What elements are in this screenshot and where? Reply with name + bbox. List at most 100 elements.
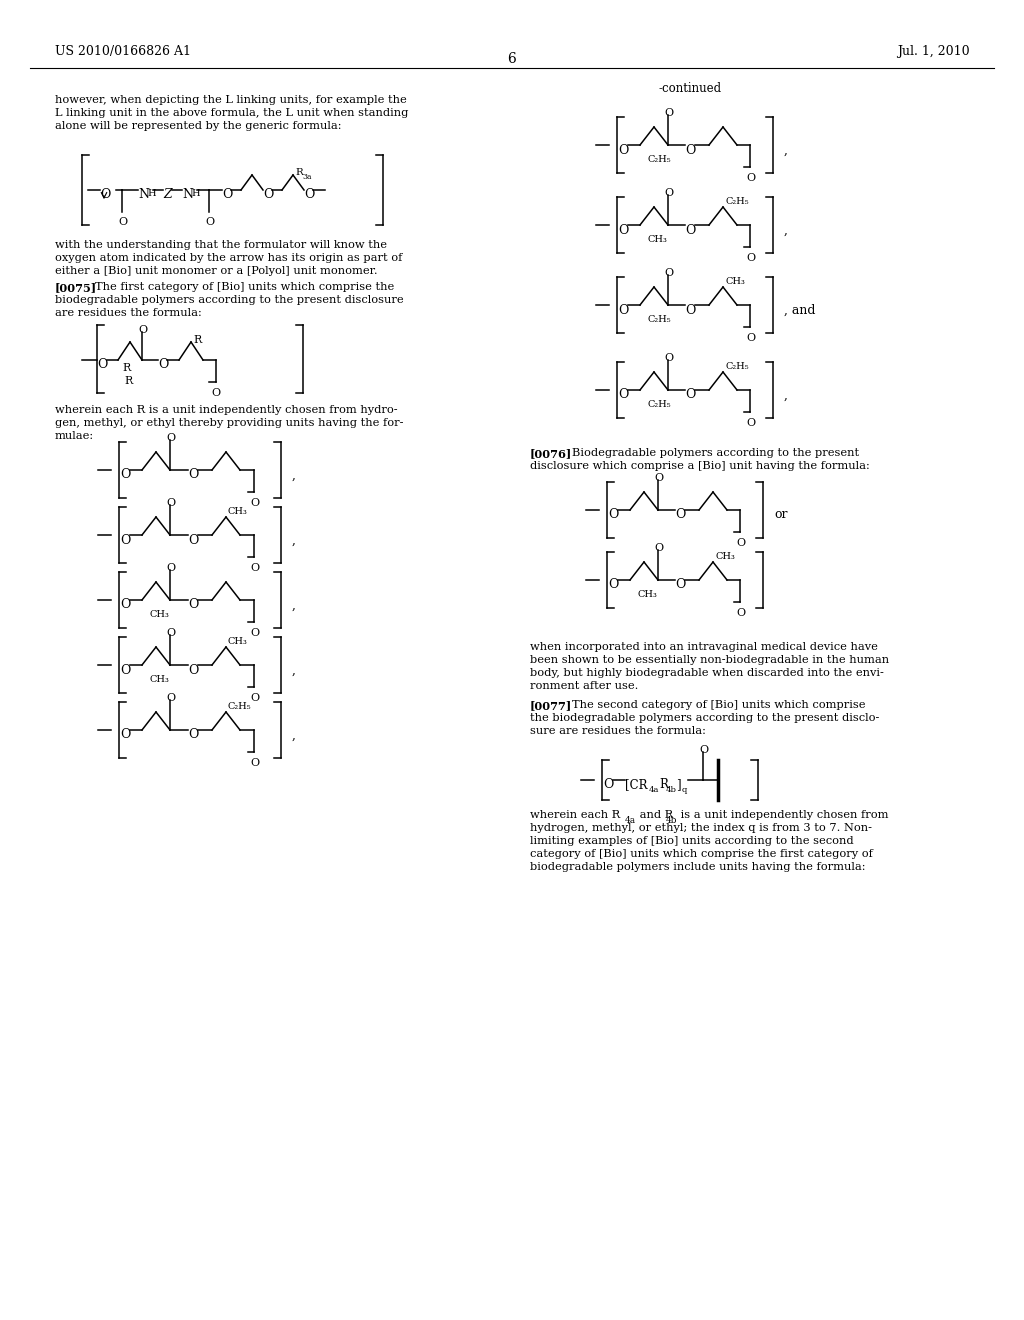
Text: -continued: -continued <box>658 82 722 95</box>
Text: O: O <box>685 388 695 401</box>
Text: O: O <box>664 108 673 117</box>
Text: O: O <box>746 253 755 263</box>
Text: is a unit independently chosen from: is a unit independently chosen from <box>677 810 889 820</box>
Text: O: O <box>222 189 232 202</box>
Text: O: O <box>138 325 147 335</box>
Text: ,: , <box>292 533 296 546</box>
Text: C₂H₅: C₂H₅ <box>648 154 672 164</box>
Text: 4a: 4a <box>625 816 636 825</box>
Text: Z: Z <box>163 189 172 202</box>
Text: O: O <box>603 779 613 792</box>
Text: limiting examples of [Bio] units according to the second: limiting examples of [Bio] units accordi… <box>530 836 854 846</box>
Text: L linking unit in the above formula, the L unit when standing: L linking unit in the above formula, the… <box>55 108 409 117</box>
Text: CH₃: CH₃ <box>150 610 170 619</box>
Text: R: R <box>193 335 202 345</box>
Text: O: O <box>608 578 618 591</box>
Text: O: O <box>188 729 199 742</box>
Text: CH₃: CH₃ <box>638 590 657 599</box>
Text: O: O <box>685 223 695 236</box>
Text: ]: ] <box>676 779 681 792</box>
Text: ,: , <box>784 144 787 157</box>
Text: and R: and R <box>636 810 673 820</box>
Text: O: O <box>166 433 175 444</box>
Text: [0075]: [0075] <box>55 282 97 293</box>
Text: oxygen atom indicated by the arrow has its origin as part of: oxygen atom indicated by the arrow has i… <box>55 253 402 263</box>
Text: q: q <box>682 785 687 795</box>
Text: O: O <box>746 333 755 343</box>
Text: [0077]: [0077] <box>530 700 572 711</box>
Text: O: O <box>618 144 629 157</box>
Text: the biodegradable polymers according to the present disclo-: the biodegradable polymers according to … <box>530 713 880 723</box>
Text: C₂H₅: C₂H₅ <box>725 362 749 371</box>
Text: O: O <box>120 664 130 676</box>
Text: O: O <box>120 729 130 742</box>
Text: O: O <box>664 352 673 363</box>
Text: C₂H₅: C₂H₅ <box>648 400 672 409</box>
Text: O: O <box>188 533 199 546</box>
Text: ,: , <box>292 664 296 676</box>
Text: alone will be represented by the generic formula:: alone will be represented by the generic… <box>55 121 341 131</box>
Text: ,: , <box>292 729 296 742</box>
Text: CH₃: CH₃ <box>648 235 668 244</box>
Text: O: O <box>304 189 314 202</box>
Text: O: O <box>166 628 175 638</box>
Text: O: O <box>250 758 259 768</box>
Text: O: O <box>188 598 199 611</box>
Text: O: O <box>664 187 673 198</box>
Text: ,: , <box>292 598 296 611</box>
Text: O: O <box>97 359 108 371</box>
Text: R: R <box>659 779 668 792</box>
Text: 4b: 4b <box>666 816 678 825</box>
Text: either a [Bio] unit monomer or a [Polyol] unit monomer.: either a [Bio] unit monomer or a [Polyol… <box>55 267 378 276</box>
Text: H: H <box>147 189 156 198</box>
Text: O: O <box>120 533 130 546</box>
Text: disclosure which comprise a [Bio] unit having the formula:: disclosure which comprise a [Bio] unit h… <box>530 461 869 471</box>
Text: 4a: 4a <box>649 785 659 795</box>
Text: Biodegradable polymers according to the present: Biodegradable polymers according to the … <box>572 447 859 458</box>
Text: biodegradable polymers include units having the formula:: biodegradable polymers include units hav… <box>530 862 865 873</box>
Text: O: O <box>250 628 259 638</box>
Text: CH₃: CH₃ <box>725 277 744 286</box>
Text: O: O <box>205 216 214 227</box>
Text: Jul. 1, 2010: Jul. 1, 2010 <box>897 45 970 58</box>
Text: O: O <box>618 388 629 401</box>
Text: R: R <box>122 363 130 374</box>
Text: or: or <box>774 508 787 521</box>
Text: O: O <box>250 564 259 573</box>
Text: O: O <box>675 578 685 591</box>
Text: CH₃: CH₃ <box>150 675 170 684</box>
Text: [CR: [CR <box>625 779 647 792</box>
Text: O: O <box>188 469 199 482</box>
Text: O: O <box>608 508 618 521</box>
Text: O: O <box>120 469 130 482</box>
Text: are residues the formula:: are residues the formula: <box>55 308 202 318</box>
Text: N: N <box>182 189 193 202</box>
Text: hydrogen, methyl, or ethyl; the index q is from 3 to 7. Non-: hydrogen, methyl, or ethyl; the index q … <box>530 822 872 833</box>
Text: however, when depicting the L linking units, for example the: however, when depicting the L linking un… <box>55 95 407 106</box>
Text: 3a: 3a <box>302 173 311 181</box>
Text: The second category of [Bio] units which comprise: The second category of [Bio] units which… <box>572 700 865 710</box>
Text: C₂H₅: C₂H₅ <box>725 197 749 206</box>
Text: O: O <box>699 744 709 755</box>
Text: O: O <box>654 473 664 483</box>
Text: wherein each R: wherein each R <box>530 810 621 820</box>
Text: ,: , <box>784 388 787 401</box>
Text: sure are residues the formula:: sure are residues the formula: <box>530 726 706 737</box>
Text: , and: , and <box>784 304 815 317</box>
Text: been shown to be essentially non-biodegradable in the human: been shown to be essentially non-biodegr… <box>530 655 889 665</box>
Text: O: O <box>166 564 175 573</box>
Text: O: O <box>664 268 673 279</box>
Text: gen, methyl, or ethyl thereby providing units having the for-: gen, methyl, or ethyl thereby providing … <box>55 418 403 428</box>
Text: O: O <box>250 693 259 704</box>
Text: O: O <box>263 189 273 202</box>
Text: ,: , <box>784 223 787 236</box>
Text: O: O <box>250 498 259 508</box>
Text: O: O <box>120 598 130 611</box>
Text: when incorporated into an intravaginal medical device have: when incorporated into an intravaginal m… <box>530 642 878 652</box>
Text: O: O <box>736 609 745 618</box>
Text: O: O <box>158 359 168 371</box>
Text: CH₃: CH₃ <box>228 507 248 516</box>
Text: ronment after use.: ronment after use. <box>530 681 638 690</box>
Text: body, but highly biodegradable when discarded into the envi-: body, but highly biodegradable when disc… <box>530 668 884 678</box>
Text: O: O <box>746 418 755 428</box>
